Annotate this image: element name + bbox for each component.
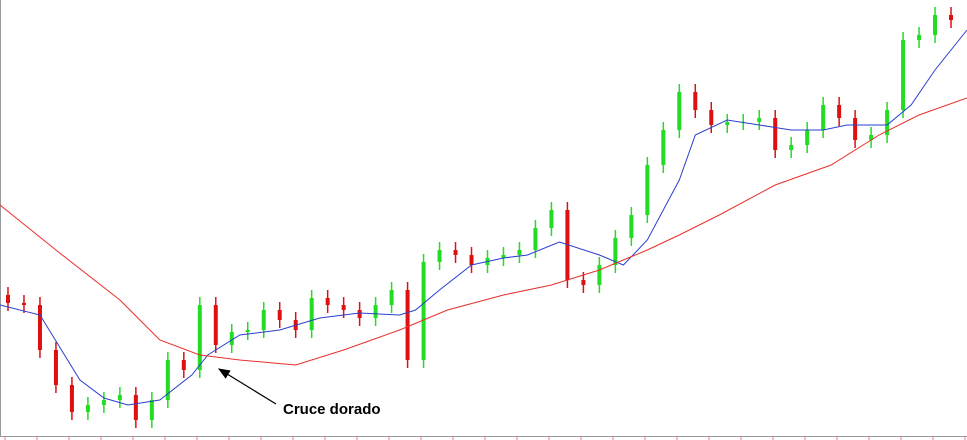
candle-body bbox=[933, 15, 938, 35]
candle-body bbox=[853, 118, 858, 140]
candle-body bbox=[405, 290, 410, 360]
candle-body bbox=[357, 310, 362, 318]
candle-body bbox=[389, 290, 394, 305]
candle-body bbox=[197, 305, 202, 370]
candle-body bbox=[213, 305, 218, 345]
candle-body bbox=[773, 118, 778, 150]
candle-body bbox=[181, 360, 186, 370]
candle-body bbox=[325, 298, 330, 305]
candle-body bbox=[613, 238, 618, 265]
candle-body bbox=[885, 110, 890, 135]
candle-body bbox=[277, 310, 282, 320]
candle-body bbox=[5, 295, 10, 303]
candle-body bbox=[309, 298, 314, 330]
candle-body bbox=[533, 228, 538, 250]
plot bbox=[0, 7, 967, 428]
moving-average bbox=[0, 97, 967, 366]
candle-body bbox=[869, 135, 874, 140]
candle-body bbox=[101, 400, 106, 405]
candle-body bbox=[421, 262, 426, 360]
candle-body bbox=[661, 130, 666, 165]
candle-body bbox=[373, 305, 378, 318]
candle-body bbox=[757, 118, 762, 122]
annotation: Cruce dorado bbox=[283, 401, 381, 418]
candle-body bbox=[437, 250, 442, 262]
candle-body bbox=[117, 395, 122, 400]
axis-ticks bbox=[4, 436, 966, 440]
candle-body bbox=[725, 122, 730, 125]
candle-body bbox=[149, 400, 154, 420]
candle-body bbox=[133, 395, 138, 420]
annotation-arrow bbox=[217, 368, 277, 405]
candle-body bbox=[85, 405, 90, 412]
candle-body bbox=[789, 145, 794, 150]
candle-body bbox=[165, 360, 170, 400]
candle-body bbox=[453, 250, 458, 255]
candle-body bbox=[229, 332, 234, 345]
candle-body bbox=[677, 92, 682, 130]
candle-body bbox=[901, 40, 906, 110]
candle-body bbox=[709, 110, 714, 125]
candle-body bbox=[549, 210, 554, 228]
candle-body bbox=[245, 330, 250, 332]
candle-body bbox=[341, 305, 346, 310]
candle-body bbox=[837, 105, 842, 118]
candle-body bbox=[469, 255, 474, 265]
candle-body bbox=[69, 385, 74, 412]
candle-body bbox=[53, 350, 58, 385]
candle-body bbox=[21, 303, 26, 305]
candle-body bbox=[805, 130, 810, 145]
candle-body bbox=[597, 265, 602, 285]
candle-body bbox=[581, 280, 586, 285]
candle-body bbox=[917, 35, 922, 40]
candle-body bbox=[261, 310, 266, 330]
candle-body bbox=[37, 305, 42, 350]
candle-body bbox=[693, 92, 698, 110]
candle-body bbox=[949, 15, 954, 20]
candle-body bbox=[629, 215, 634, 238]
candle-body bbox=[821, 105, 826, 130]
candle-body bbox=[517, 250, 522, 255]
candle-body bbox=[645, 165, 650, 215]
candle-body bbox=[501, 255, 506, 258]
moving-average bbox=[0, 29, 967, 406]
